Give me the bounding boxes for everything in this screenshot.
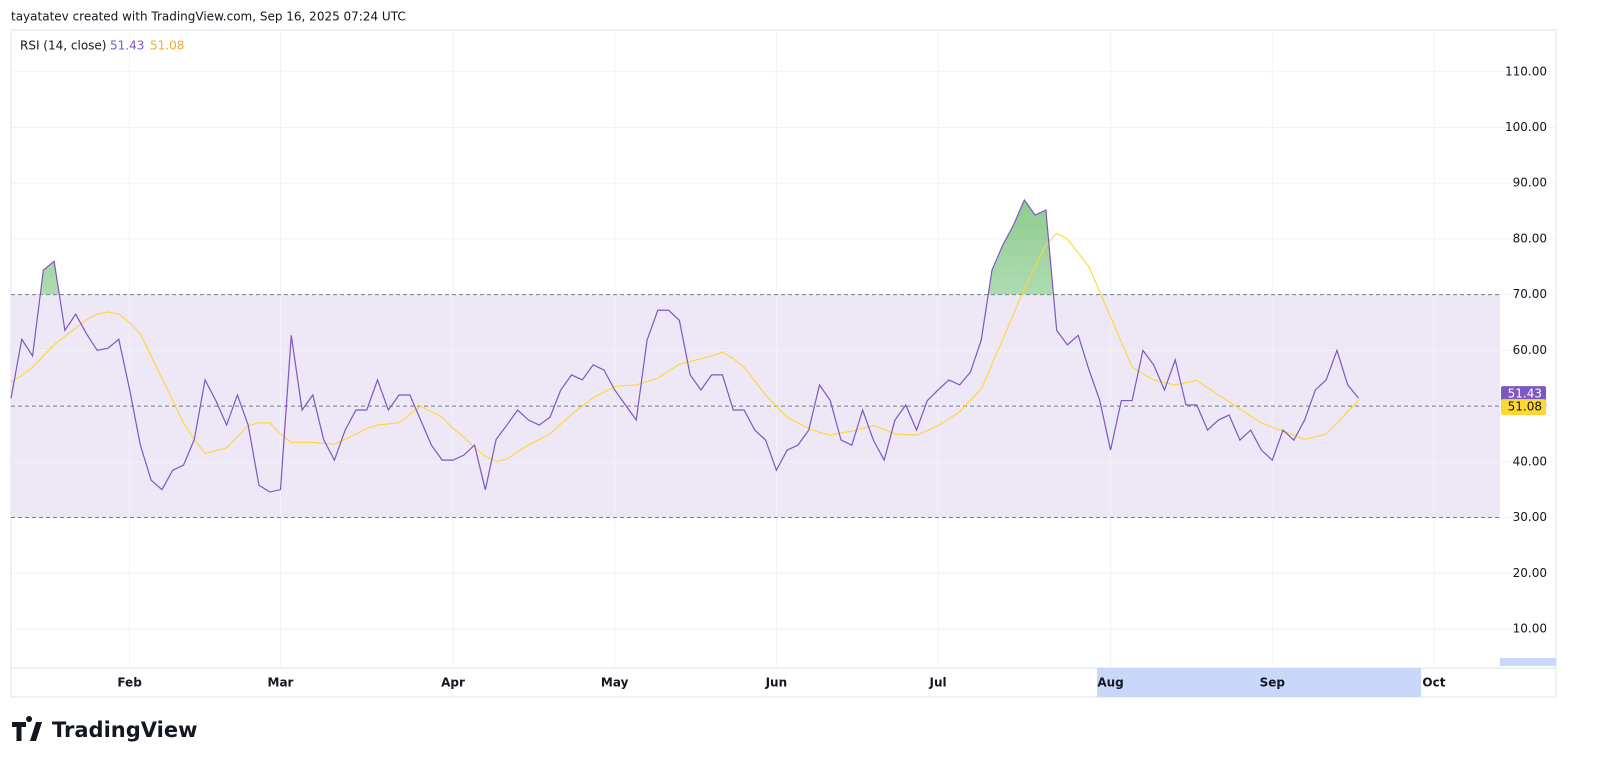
x-tick-label: Aug: [1097, 676, 1123, 690]
x-tick-label: Mar: [268, 676, 294, 690]
x-tick-label: May: [601, 676, 629, 690]
y-tick-label: 20.00: [1513, 566, 1547, 580]
x-tick-label: Jul: [929, 676, 947, 690]
x-tick-label: Sep: [1260, 676, 1286, 690]
price-tag: [1501, 399, 1546, 416]
legend-value: 51.43: [110, 39, 144, 53]
logo: TradingView: [12, 716, 197, 742]
logo-mark: [12, 716, 42, 741]
price-tag-label: 51.08: [1508, 400, 1542, 414]
plot: 10.0020.0030.0040.0050.0060.0070.0080.00…: [10, 30, 1556, 690]
y-tick-label: 60.00: [1513, 343, 1547, 357]
x-tick-label: Oct: [1422, 676, 1445, 690]
price-tag: [1501, 386, 1546, 403]
range-highlight: [1097, 668, 1421, 697]
logo-text: TradingView: [52, 718, 197, 742]
y-tick-label: 110.00: [1505, 64, 1547, 78]
y-tick-label: 30.00: [1513, 510, 1547, 524]
y-tick-label: 80.00: [1513, 231, 1547, 245]
series-line: [10, 198, 1359, 493]
indicator-name: RSI (14, close): [20, 39, 106, 53]
legend-value: 51.08: [150, 39, 184, 53]
header: tayatatev created with TradingView.com, …: [11, 10, 406, 24]
y-tick-label: 10.00: [1513, 621, 1547, 635]
price-tag-label: 51.43: [1508, 387, 1542, 401]
x-tick-label: Apr: [441, 676, 465, 690]
x-tick-label: Jun: [765, 676, 788, 690]
y-tick-label: 100.00: [1505, 120, 1547, 134]
x-tick-label: Feb: [117, 676, 142, 690]
range-highlight: [1500, 658, 1556, 666]
y-tick-label: 40.00: [1513, 454, 1547, 468]
y-tick-label: 90.00: [1513, 176, 1547, 190]
y-tick-label: 70.00: [1513, 287, 1547, 301]
overbought-fill: [11, 199, 1359, 295]
series-line: [10, 232, 1359, 463]
